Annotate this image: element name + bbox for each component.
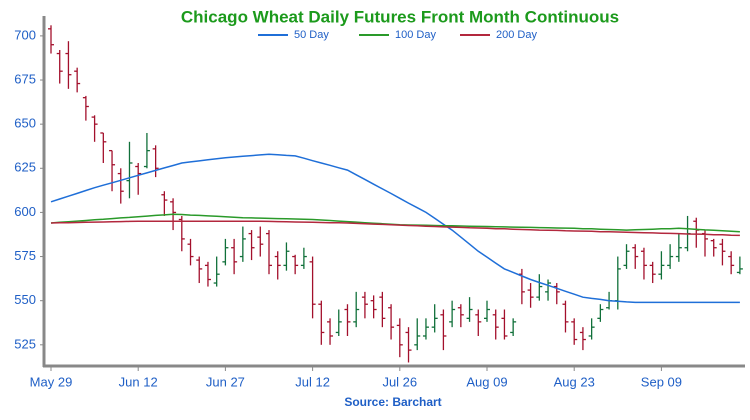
y-tick-label: 700 bbox=[14, 27, 36, 42]
y-tick-label: 550 bbox=[14, 292, 36, 307]
x-tick-label: Sep 09 bbox=[641, 374, 682, 389]
chart-title: Chicago Wheat Daily Futures Front Month … bbox=[181, 7, 619, 26]
y-tick-label: 675 bbox=[14, 71, 36, 86]
y-tick-label: 625 bbox=[14, 160, 36, 175]
y-tick-label: 600 bbox=[14, 204, 36, 219]
y-tick-label: 650 bbox=[14, 116, 36, 131]
legend-label: 100 Day bbox=[395, 29, 436, 41]
legend-label: 50 Day bbox=[294, 29, 329, 41]
ma-line bbox=[50, 220, 740, 237]
legend-label: 200 Day bbox=[496, 29, 537, 41]
x-tick-label: Aug 23 bbox=[554, 374, 595, 389]
source-note: Source: Barchart bbox=[344, 395, 441, 409]
x-tick-label: Jul 12 bbox=[295, 374, 330, 389]
y-tick-label: 575 bbox=[14, 248, 36, 263]
x-tick-label: Jun 12 bbox=[119, 374, 158, 389]
x-tick-label: Jun 27 bbox=[206, 374, 245, 389]
x-tick-label: May 29 bbox=[30, 374, 73, 389]
ma-line bbox=[50, 213, 740, 233]
x-tick-label: Jul 26 bbox=[382, 374, 417, 389]
x-tick-label: Aug 09 bbox=[466, 374, 507, 389]
ma-line bbox=[50, 153, 740, 304]
y-tick-label: 525 bbox=[14, 336, 36, 351]
